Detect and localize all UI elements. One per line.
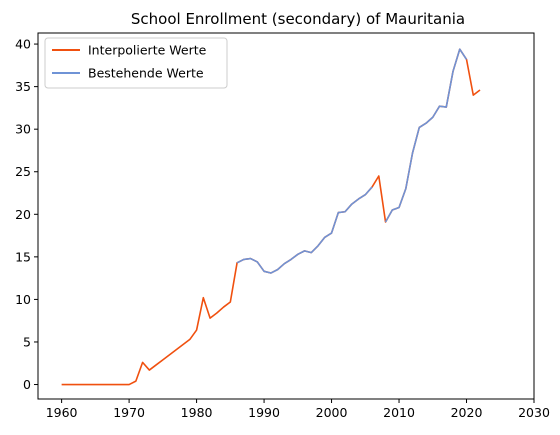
x-tick-label: 2010 xyxy=(383,405,415,420)
y-tick-label: 5 xyxy=(23,334,31,349)
legend-box xyxy=(44,37,228,89)
y-tick-label: 25 xyxy=(15,164,31,179)
legend-label-interpolated: Interpolierte Werte xyxy=(88,43,207,58)
series-line-existing-2 xyxy=(384,48,468,223)
legend-label-existing: Bestehende Werte xyxy=(88,66,204,81)
legend: Interpolierte Werte Bestehende Werte xyxy=(44,37,228,89)
x-tick-label: 1990 xyxy=(248,405,280,420)
plot-area xyxy=(61,48,481,386)
x-tick-label: 2000 xyxy=(316,405,348,420)
x-tick-label: 2030 xyxy=(518,405,550,420)
x-tick-label: 1970 xyxy=(113,405,145,420)
x-tick-label: 2020 xyxy=(451,405,483,420)
x-tick-label: 1960 xyxy=(46,405,78,420)
y-tick-label: 35 xyxy=(15,79,31,94)
y-tick-label: 10 xyxy=(15,292,31,307)
y-tick-label: 15 xyxy=(15,249,31,264)
plot-frame xyxy=(37,32,535,400)
series-line-interpolated xyxy=(61,48,481,386)
y-tick-label: 40 xyxy=(15,37,31,52)
series-line-existing-1 xyxy=(236,186,373,274)
y-tick-label: 20 xyxy=(15,207,31,222)
chart-title: School Enrollment (secondary) of Maurita… xyxy=(131,10,465,28)
y-tick-label: 30 xyxy=(15,122,31,137)
axes: 1960 1970 1980 1990 2000 2010 2020 203005101520… xyxy=(15,37,550,420)
x-tick-label: 1980 xyxy=(181,405,213,420)
y-tick-label: 0 xyxy=(23,377,31,392)
